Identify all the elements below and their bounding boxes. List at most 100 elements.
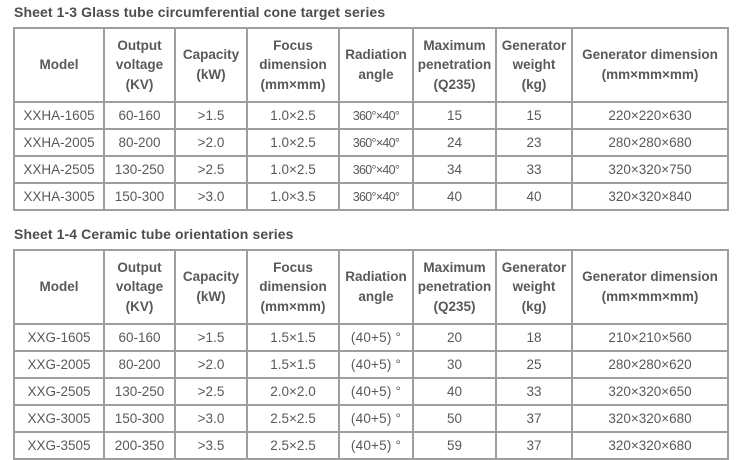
table-cell: 80-200 xyxy=(103,128,176,157)
table-cell: 1.5×1.5 xyxy=(246,323,340,352)
column-header: Maximum penetration (Q235) xyxy=(412,249,497,325)
table-cell: 150-300 xyxy=(103,404,176,433)
table-cell: 150-300 xyxy=(103,182,176,211)
table-cell: 24 xyxy=(412,128,497,157)
table-cell: (40+5) ° xyxy=(338,431,414,460)
table-cell: >2.5 xyxy=(174,377,248,406)
table-cell: 40 xyxy=(495,182,573,211)
table-cell: (40+5) ° xyxy=(338,404,414,433)
table-cell: 60-160 xyxy=(103,323,176,352)
table-cell: 20 xyxy=(412,323,497,352)
table-cell: 37 xyxy=(495,431,573,460)
column-header: Radiation angle xyxy=(338,27,414,103)
column-header: Output voltage (KV) xyxy=(103,249,176,325)
sheet-1-3-title: Sheet 1-3 Glass tube circumferential con… xyxy=(14,4,386,20)
header-row: Model Output voltage (KV) Capacity (kW) Foc… xyxy=(13,27,729,103)
table-cell: >1.5 xyxy=(174,101,248,130)
table-cell: (40+5) ° xyxy=(338,377,414,406)
table-cell: 25 xyxy=(495,350,573,379)
column-header: Maximum penetration (Q235) xyxy=(412,27,497,103)
table-cell: 33 xyxy=(495,155,573,184)
table-row: XXHA-2005 80-200 >2.0 1.0×2.5 360°×40° 24 23 28… xyxy=(13,128,729,157)
table-cell: 15 xyxy=(495,101,573,130)
table-cell: 320×320×680 xyxy=(571,431,729,460)
sheet-1-4-title: Sheet 1-4 Ceramic tube orientation serie… xyxy=(14,226,294,242)
table-row: XXG-2005 80-200 >2.0 1.5×1.5 (40+5) ° 30 25 280… xyxy=(13,350,729,379)
column-header: Capacity (kW) xyxy=(174,27,248,103)
table-row: XXG-1605 60-160 >1.5 1.5×1.5 (40+5) ° 20 18 210… xyxy=(13,323,729,352)
table-cell: >3.0 xyxy=(174,404,248,433)
table-cell: 280×280×620 xyxy=(571,350,729,379)
table-cell: 1.5×1.5 xyxy=(246,350,340,379)
table-cell: >2.0 xyxy=(174,350,248,379)
table-row: XXHA-2505 130-250 >2.5 1.0×2.5 360°×40° 34 33 3… xyxy=(13,155,729,184)
table-cell: 280×280×680 xyxy=(571,128,729,157)
table-cell: 130-250 xyxy=(103,155,176,184)
table-cell: 30 xyxy=(412,350,497,379)
table-cell: 60-160 xyxy=(103,101,176,130)
table-cell: 320×320×650 xyxy=(571,377,729,406)
table-cell: >3.5 xyxy=(174,431,248,460)
column-header: Output voltage (KV) xyxy=(103,27,176,103)
ceramic-tube-spec-table: Model Output voltage (KV) Capacity (kW) Foc… xyxy=(13,249,729,460)
table-cell: XXG-1605 xyxy=(13,323,105,352)
header-row: Model Output voltage (KV) Capacity (kW) Foc… xyxy=(13,249,729,325)
table-cell: 2.5×2.5 xyxy=(246,431,340,460)
table-cell: 59 xyxy=(412,431,497,460)
table-cell: 40 xyxy=(412,182,497,211)
table-cell: XXG-3505 xyxy=(13,431,105,460)
column-header: Capacity (kW) xyxy=(174,249,248,325)
table-cell: XXG-3005 xyxy=(13,404,105,433)
table-row: XXHA-3005 150-300 >3.0 1.0×3.5 360°×40° 40 40 3… xyxy=(13,182,729,211)
table-cell: 130-250 xyxy=(103,377,176,406)
table-cell: >3.0 xyxy=(174,182,248,211)
table-cell: 320×320×680 xyxy=(571,404,729,433)
table-row: XXG-3005 150-300 >3.0 2.5×2.5 (40+5) ° 50 37 32… xyxy=(13,404,729,433)
table-cell: 210×210×560 xyxy=(571,323,729,352)
table-cell: >1.5 xyxy=(174,323,248,352)
table-cell: 34 xyxy=(412,155,497,184)
table-cell: (40+5) ° xyxy=(338,350,414,379)
column-header: Generator weight (kg) xyxy=(495,249,573,325)
table-cell: 23 xyxy=(495,128,573,157)
table-cell: 200-350 xyxy=(103,431,176,460)
table-cell: 15 xyxy=(412,101,497,130)
table-cell: 1.0×3.5 xyxy=(246,182,340,211)
table-cell: XXHA-3005 xyxy=(13,182,105,211)
table-cell: 80-200 xyxy=(103,350,176,379)
table-cell: 2.0×2.0 xyxy=(246,377,340,406)
column-header: Focus dimension (mm×mm) xyxy=(246,27,340,103)
table-cell: 37 xyxy=(495,404,573,433)
column-header: Radiation angle xyxy=(338,249,414,325)
table-cell: 320×320×750 xyxy=(571,155,729,184)
column-header: Generator dimension (mm×mm×mm) xyxy=(571,249,729,325)
column-header: Focus dimension (mm×mm) xyxy=(246,249,340,325)
column-header: Generator weight (kg) xyxy=(495,27,573,103)
table-cell: 220×220×630 xyxy=(571,101,729,130)
table-cell: >2.0 xyxy=(174,128,248,157)
table-cell: XXHA-1605 xyxy=(13,101,105,130)
table-row: XXG-2505 130-250 >2.5 2.0×2.0 (40+5) ° 40 33 32… xyxy=(13,377,729,406)
table-cell: 360°×40° xyxy=(338,182,414,211)
table-row: XXHA-1605 60-160 >1.5 1.0×2.5 360°×40° 15 15 22… xyxy=(13,101,729,130)
table-cell: XXHA-2505 xyxy=(13,155,105,184)
table-cell: 320×320×840 xyxy=(571,182,729,211)
table-cell: (40+5) ° xyxy=(338,323,414,352)
table-cell: 1.0×2.5 xyxy=(246,128,340,157)
table-cell: 360°×40° xyxy=(338,128,414,157)
column-header: Model xyxy=(13,27,105,103)
table-cell: 50 xyxy=(412,404,497,433)
table-cell: >2.5 xyxy=(174,155,248,184)
table-cell: 40 xyxy=(412,377,497,406)
table-cell: XXHA-2005 xyxy=(13,128,105,157)
glass-tube-spec-table: Model Output voltage (KV) Capacity (kW) Foc… xyxy=(13,27,729,211)
table-cell: XXG-2005 xyxy=(13,350,105,379)
table-cell: 33 xyxy=(495,377,573,406)
table-cell: 360°×40° xyxy=(338,155,414,184)
table-row: XXG-3505 200-350 >3.5 2.5×2.5 (40+5) ° 59 37 32… xyxy=(13,431,729,460)
table-cell: 2.5×2.5 xyxy=(246,404,340,433)
column-header: Model xyxy=(13,249,105,325)
table-cell: 18 xyxy=(495,323,573,352)
table-cell: 360°×40° xyxy=(338,101,414,130)
